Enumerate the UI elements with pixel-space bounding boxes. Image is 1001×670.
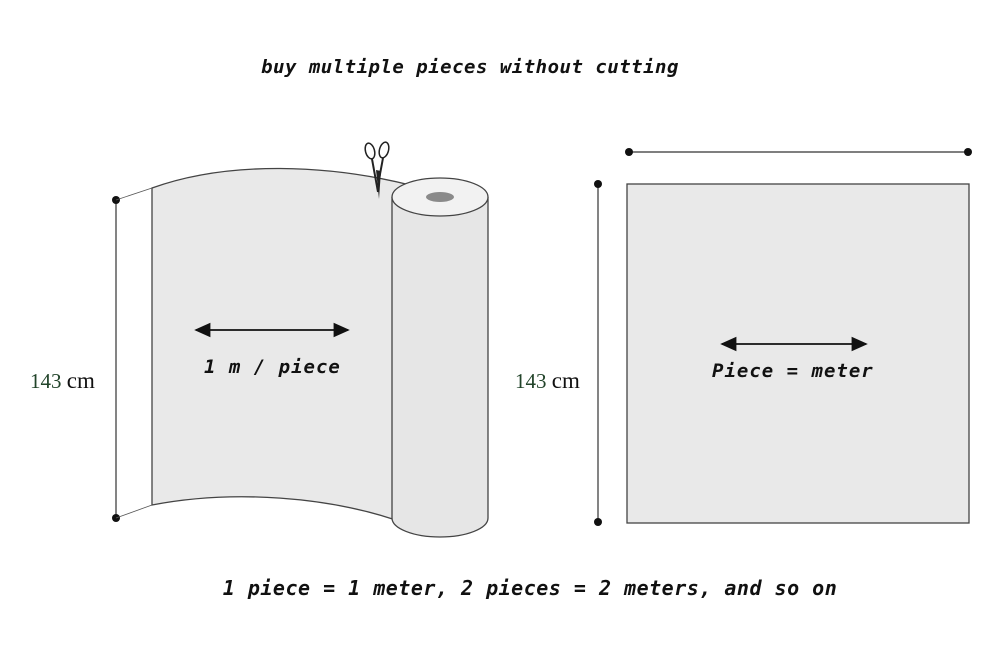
fabric-sheet (151, 167, 411, 526)
right-height-label: 143 cm (515, 368, 580, 394)
left-height-value: 143 (30, 369, 62, 393)
right-height-unit: cm (551, 368, 580, 393)
left-arrow-label: 1 m / piece (204, 356, 341, 378)
roll-core (426, 192, 454, 202)
right-height-value: 143 (515, 369, 547, 393)
fabric-piece (626, 183, 970, 524)
fabric-roll (391, 177, 489, 538)
left-height-label: 143 cm (30, 368, 95, 394)
scissors-icon (364, 141, 390, 199)
right-arrow-label: Piece = meter (712, 360, 874, 382)
footer-note: 1 piece = 1 meter, 2 pieces = 2 meters, … (222, 576, 838, 600)
right-width-dimension (625, 148, 972, 156)
right-height-dimension (594, 180, 602, 526)
left-height-unit: cm (66, 368, 95, 393)
left-height-dimension (112, 187, 153, 522)
diagram-title: buy multiple pieces without cutting (261, 56, 679, 78)
